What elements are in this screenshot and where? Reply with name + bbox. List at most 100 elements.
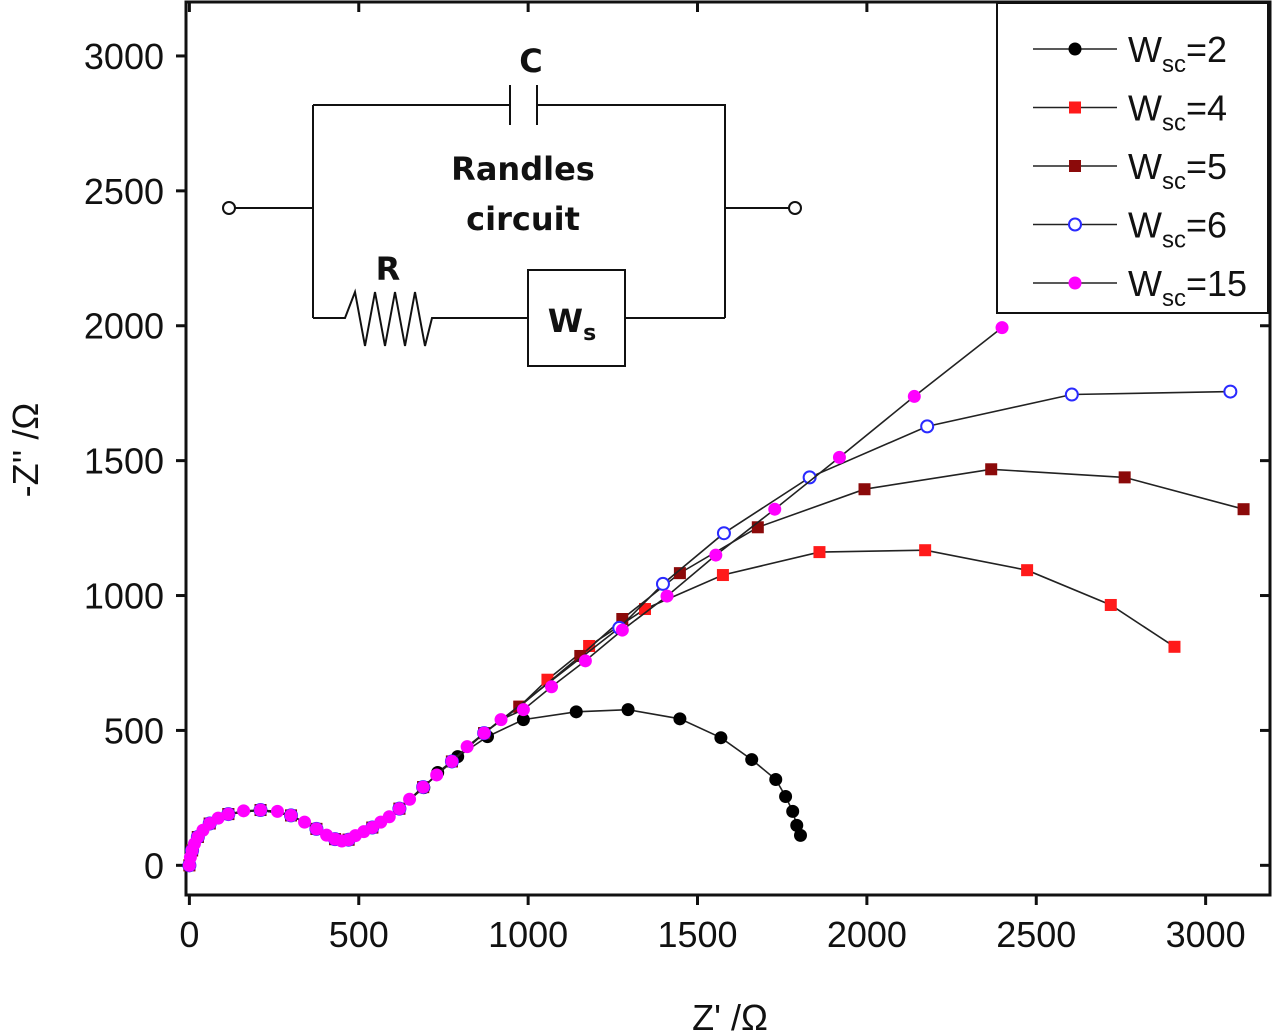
legend-sub: sc <box>1162 285 1186 312</box>
marker <box>494 713 508 727</box>
marker <box>858 483 871 496</box>
marker <box>545 680 559 694</box>
circuit-wires <box>235 85 789 347</box>
marker <box>1237 503 1250 516</box>
marker <box>995 321 1009 335</box>
marker <box>786 804 800 818</box>
y-tick-label: 1000 <box>84 576 164 617</box>
resistor-label: R <box>376 250 401 288</box>
legend-main: W <box>1128 146 1162 187</box>
marker <box>309 822 323 836</box>
legend-tail: =15 <box>1186 263 1247 304</box>
legend-main: W <box>1128 205 1162 246</box>
x-tick-label: 1000 <box>488 914 568 955</box>
marker <box>1068 276 1082 290</box>
series-line <box>188 468 1244 866</box>
warburg-main: W <box>548 302 583 340</box>
y-axis-label: -Z'' /Ω <box>5 403 46 498</box>
marker <box>768 502 782 516</box>
x-tick-label: 2500 <box>996 914 1076 955</box>
legend-sub: sc <box>1162 168 1186 195</box>
warburg-sub: s <box>583 321 596 346</box>
series-line <box>188 549 1175 866</box>
marker <box>714 731 728 745</box>
marker <box>270 804 284 818</box>
marker <box>1104 598 1117 611</box>
marker <box>1223 384 1238 399</box>
y-tick-label: 3000 <box>84 36 164 77</box>
x-tick-label: 500 <box>329 914 389 955</box>
marker <box>254 803 268 817</box>
x-tick-label: 2000 <box>827 914 907 955</box>
warburg-label: Ws <box>548 302 596 346</box>
series <box>182 703 807 872</box>
marker <box>745 753 759 767</box>
marker <box>298 815 312 829</box>
marker <box>1021 564 1034 577</box>
legend-main: W <box>1128 263 1162 304</box>
randles-circuit: C Randles circuit R Ws <box>222 42 802 367</box>
legend-label: Wsc=4 <box>1128 88 1227 137</box>
marker <box>769 773 783 787</box>
legend-sub: sc <box>1162 51 1186 78</box>
marker <box>716 569 729 582</box>
marker <box>578 654 592 668</box>
legend-main: W <box>1128 88 1162 129</box>
marker <box>516 703 530 717</box>
marker <box>660 589 674 603</box>
marker <box>709 548 723 562</box>
marker <box>655 576 670 591</box>
marker <box>779 790 793 804</box>
marker <box>673 567 686 580</box>
y-tick-label: 0 <box>144 845 164 886</box>
marker <box>569 705 583 719</box>
legend-label: Wsc=15 <box>1128 263 1247 312</box>
y-tick-label: 500 <box>104 710 164 751</box>
legend-tail: =6 <box>1186 205 1227 246</box>
marker <box>716 526 731 541</box>
marker <box>211 811 225 825</box>
legend-tail: =5 <box>1186 146 1227 187</box>
marker <box>615 623 629 637</box>
x-tick-label: 0 <box>179 914 199 955</box>
x-tick-label: 3000 <box>1166 914 1246 955</box>
series-line <box>188 326 1003 866</box>
marker <box>430 768 444 782</box>
x-axis-label: Z' /Ω <box>692 997 768 1033</box>
y-tick-label: 1500 <box>84 441 164 482</box>
legend-label: Wsc=6 <box>1128 205 1227 254</box>
legend-label: Wsc=5 <box>1128 146 1227 195</box>
legend-sub: sc <box>1162 227 1186 254</box>
marker <box>1068 217 1082 232</box>
marker <box>221 807 235 821</box>
y-tick-label: 2500 <box>84 171 164 212</box>
marker <box>813 546 826 559</box>
terminal <box>222 201 236 215</box>
legend-tail: =4 <box>1186 88 1227 129</box>
marker <box>1064 387 1079 402</box>
marker <box>1118 471 1131 484</box>
y-tick-label: 2000 <box>84 306 164 347</box>
marker <box>1068 42 1082 56</box>
marker <box>673 712 687 726</box>
marker <box>919 544 932 557</box>
terminal <box>788 201 802 215</box>
capacitor-label: C <box>519 42 542 80</box>
series <box>183 463 1250 872</box>
series-line <box>188 390 1231 866</box>
inset-title: circuit <box>466 200 580 238</box>
marker <box>477 726 491 740</box>
inset-title: Randles <box>451 150 595 188</box>
marker <box>416 780 430 794</box>
legend-box <box>996 2 1269 314</box>
series <box>183 544 1181 872</box>
marker <box>793 828 807 842</box>
marker <box>403 792 417 806</box>
marker <box>1168 640 1181 653</box>
series-line <box>188 708 802 866</box>
legend-sub: sc <box>1162 110 1186 137</box>
marker <box>1069 160 1081 172</box>
